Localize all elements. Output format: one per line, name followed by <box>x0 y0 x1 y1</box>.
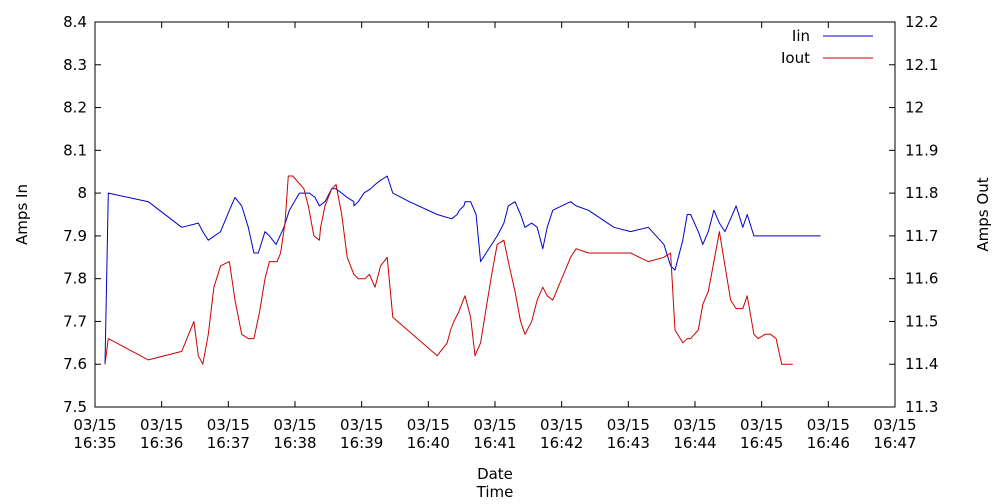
y-right-axis-title: Amps Out <box>974 177 992 251</box>
y-left-tick-label: 7.7 <box>63 312 87 330</box>
y-right-tick-label: 11.7 <box>905 227 938 245</box>
x-tick-label-date: 03/15 <box>140 416 183 434</box>
x-tick-label-time: 16:35 <box>73 434 116 452</box>
y-left-tick-label: 8.4 <box>63 13 87 31</box>
label-layer: 7.5 7.6 7.7 7.8 7.9 8 8.1 8.2 8.3 8.4 11.3 11.4 11.5… <box>13 13 992 501</box>
x-tick-label-date: 03/15 <box>607 416 650 434</box>
x-tick-label-time: 16:40 <box>407 434 450 452</box>
x-tick-label-date: 03/15 <box>673 416 716 434</box>
y-right-tick-label: 12 <box>905 99 924 117</box>
x-tick-label-date: 03/15 <box>740 416 783 434</box>
y-right-tick-label: 11.8 <box>905 184 938 202</box>
x-tick-label-date: 03/15 <box>540 416 583 434</box>
tick-layer <box>94 21 896 408</box>
x-axis-title: Time <box>476 483 514 500</box>
x-tick-label-time: 16:47 <box>873 434 916 452</box>
y-left-axis-title: Amps In <box>13 184 31 245</box>
series-layer <box>104 175 821 365</box>
x-tick-label-time: 16:43 <box>607 434 650 452</box>
x-tick-label-time: 16:41 <box>473 434 516 452</box>
legend: Iin Iout <box>781 27 873 67</box>
x-tick-label-time: 16:36 <box>140 434 183 452</box>
x-tick-label-date: 03/15 <box>873 416 916 434</box>
x-tick-label-time: 16:45 <box>740 434 783 452</box>
y-left-tick-label: 8.1 <box>63 141 87 159</box>
y-left-tick-label: 7.5 <box>63 398 87 416</box>
x-tick-label-date: 03/15 <box>273 416 316 434</box>
legend-label-iout: Iout <box>781 49 810 67</box>
y-right-tick-label: 12.1 <box>905 56 938 74</box>
y-left-tick-label: 8.3 <box>63 56 87 74</box>
y-left-tick-label: 7.9 <box>63 227 87 245</box>
x-tick-label-time: 16:37 <box>207 434 250 452</box>
x-tick-label-date: 03/15 <box>207 416 250 434</box>
y-left-tick-label: 7.8 <box>63 270 87 288</box>
series-line-iin <box>104 175 821 365</box>
x-tick-label-time: 16:39 <box>340 434 383 452</box>
y-right-tick-label: 11.9 <box>905 141 938 159</box>
y-right-tick-label: 11.3 <box>905 398 938 416</box>
x-axis-title: Date <box>477 465 513 483</box>
y-left-tick-label: 7.6 <box>63 355 87 373</box>
x-tick-label-time: 16:38 <box>273 434 316 452</box>
legend-label-iin: Iin <box>792 27 810 45</box>
x-tick-label-date: 03/15 <box>473 416 516 434</box>
y-right-tick-label: 12.2 <box>905 13 938 31</box>
x-tick-label-time: 16:44 <box>673 434 716 452</box>
x-tick-label-time: 16:46 <box>807 434 850 452</box>
y-left-tick-label: 8.2 <box>63 99 87 117</box>
plot-frame <box>94 21 896 408</box>
y-right-tick-label: 11.4 <box>905 355 938 373</box>
x-tick-label-date: 03/15 <box>73 416 116 434</box>
x-tick-label-time: 16:42 <box>540 434 583 452</box>
x-tick-label-date: 03/15 <box>807 416 850 434</box>
y-right-tick-label: 11.6 <box>905 270 938 288</box>
y-right-tick-label: 11.5 <box>905 312 938 330</box>
x-tick-label-date: 03/15 <box>340 416 383 434</box>
series-line-iout <box>104 175 793 365</box>
y-left-tick-label: 8 <box>77 184 87 202</box>
x-tick-label-date: 03/15 <box>407 416 450 434</box>
